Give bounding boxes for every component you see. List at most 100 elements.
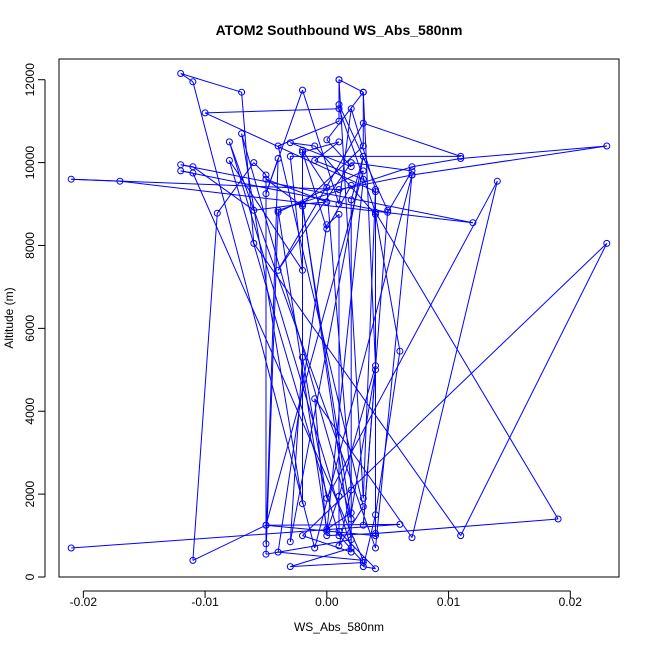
series-points [67, 70, 611, 573]
data-point [359, 503, 367, 511]
data-point [469, 219, 477, 227]
series-segment [228, 141, 352, 549]
data-point [323, 184, 331, 191]
series-segment [362, 369, 376, 526]
series-segment [302, 141, 340, 153]
data-point [274, 142, 282, 150]
data-point [311, 142, 319, 150]
series-segment [277, 170, 364, 213]
series-segment [180, 170, 388, 213]
series-segment [338, 531, 376, 570]
x-tick-label: -0.01 [191, 595, 219, 609]
series-segment [180, 164, 473, 224]
y-tick-label: 6000 [23, 315, 37, 342]
data-point [359, 494, 367, 502]
x-tick-label: 0.00 [315, 595, 339, 609]
data-point [335, 492, 343, 500]
data-point [335, 527, 343, 535]
data-point [347, 181, 355, 189]
data-point [323, 198, 331, 206]
series-segment [350, 369, 376, 513]
x-tick-label: -0.02 [70, 595, 98, 609]
data-point [225, 157, 233, 164]
y-axis: 0 2000 4000 6000 8000 10000 12000 [23, 63, 46, 580]
data-point [372, 366, 379, 374]
data-point [299, 86, 306, 94]
data-point [299, 266, 306, 274]
series-segment [265, 170, 364, 526]
data-point [603, 142, 611, 150]
series-segment [204, 112, 376, 193]
series-segment [375, 214, 401, 352]
series-segment [411, 158, 461, 168]
series-segment [375, 518, 559, 534]
series-segment [277, 120, 340, 147]
y-tick-label: 8000 [23, 232, 37, 259]
data-point [372, 362, 379, 370]
data-point [396, 347, 404, 355]
data-point [201, 109, 209, 117]
data-point [359, 559, 367, 566]
data-point [408, 171, 416, 179]
series-segment [460, 145, 607, 159]
series-segment [302, 203, 352, 540]
series-segment [180, 73, 194, 83]
data-point [323, 532, 331, 540]
data-point [408, 167, 416, 175]
data-point [299, 353, 306, 361]
series-segment [253, 243, 462, 536]
data-point [250, 239, 258, 247]
series-segment [314, 398, 413, 538]
series-segment [302, 152, 328, 230]
data-point [335, 210, 343, 218]
data-point [262, 540, 270, 548]
series-segment [205, 108, 340, 114]
x-tick-label: 0.02 [559, 595, 583, 609]
data-point [372, 530, 379, 537]
y-tick-label: 4000 [23, 398, 37, 425]
data-point [372, 544, 379, 552]
series-lines [71, 73, 608, 570]
series-segment [314, 160, 364, 180]
data-point [262, 190, 270, 198]
series-segment [460, 243, 608, 536]
data-point [347, 536, 355, 544]
series-segment [351, 162, 413, 172]
data-point [372, 208, 379, 216]
series-segment [326, 91, 364, 141]
y-tick-label: 10000 [23, 146, 37, 180]
data-point [262, 521, 270, 529]
data-point [335, 101, 343, 109]
series-segment [290, 562, 364, 568]
data-point [335, 138, 343, 146]
data-point [274, 548, 282, 556]
series-segment [192, 166, 255, 211]
data-point [408, 534, 416, 542]
series-segment [192, 81, 316, 549]
data-point [493, 177, 501, 185]
series-segment [228, 141, 376, 549]
data-point [311, 544, 319, 552]
data-point [335, 200, 343, 208]
series-segment [241, 92, 255, 244]
series-segment [326, 512, 352, 530]
series-segment [411, 181, 498, 538]
data-point [372, 210, 379, 218]
x-axis-label: WS_Abs_580nm [294, 620, 384, 634]
data-point [359, 556, 367, 564]
data-point [299, 532, 306, 540]
data-point [323, 225, 331, 233]
y-tick-label: 2000 [23, 480, 37, 507]
data-point [262, 550, 270, 558]
series-segment [71, 178, 120, 182]
data-point [189, 556, 197, 564]
data-point [286, 563, 294, 571]
data-point [274, 208, 282, 216]
series-segment [302, 201, 327, 205]
series-segment [326, 180, 498, 499]
data-point [274, 155, 282, 162]
series-segment [411, 145, 607, 176]
series-segment [375, 174, 413, 549]
plot-frame [58, 58, 620, 578]
data-point [335, 76, 343, 84]
